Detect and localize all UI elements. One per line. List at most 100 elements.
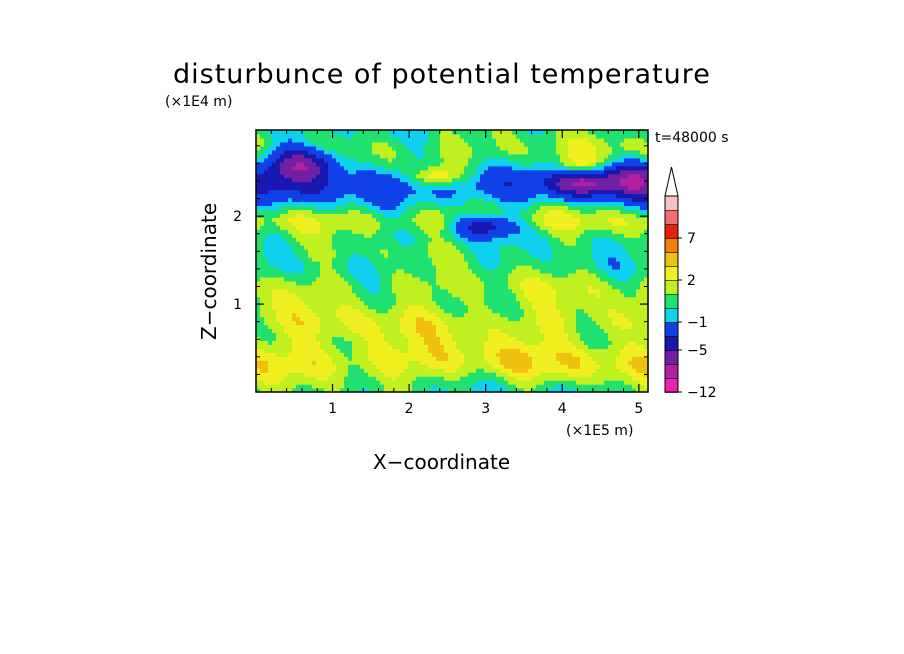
field-cell [500, 356, 505, 361]
field-cell [364, 229, 369, 234]
field-cell [640, 304, 645, 310]
field-cell [580, 233, 585, 238]
field-cell [376, 268, 381, 274]
field-cell [492, 241, 497, 246]
field-cell [256, 197, 261, 203]
field-cell [516, 316, 521, 322]
field-cell [568, 189, 573, 195]
field-cell [376, 292, 381, 298]
field-cell [488, 233, 493, 238]
field-cell [500, 304, 505, 310]
field-cell [608, 189, 613, 195]
field-cell [328, 264, 333, 270]
field-cell [348, 336, 353, 341]
field-cell [412, 324, 417, 330]
field-cell [568, 209, 573, 214]
field-cell [460, 229, 465, 234]
field-cell [444, 233, 449, 238]
field-cell [428, 284, 433, 290]
field-cell [424, 284, 429, 290]
field-cell [352, 264, 357, 270]
field-cell [292, 253, 297, 258]
field-cell [620, 308, 625, 314]
field-cell [552, 193, 557, 199]
field-cell [328, 288, 333, 294]
field-cell [424, 296, 429, 302]
field-cell [620, 344, 625, 349]
field-cell [448, 332, 453, 338]
field-cell [340, 356, 345, 361]
field-cell [360, 221, 365, 226]
field-cell [528, 205, 533, 210]
field-cell [532, 352, 537, 357]
field-cell [408, 272, 413, 278]
field-cell [428, 209, 433, 214]
field-cell [420, 360, 425, 365]
field-cell [288, 328, 293, 334]
field-cell [564, 368, 569, 373]
field-cell [624, 233, 629, 238]
field-cell [484, 324, 489, 330]
field-cell [444, 304, 449, 310]
field-cell [492, 213, 497, 218]
field-cell [580, 304, 585, 310]
field-cell [340, 229, 345, 234]
field-cell [420, 384, 425, 389]
field-cell [508, 356, 513, 361]
field-cell [640, 233, 645, 238]
field-cell [344, 292, 349, 298]
field-cell [416, 356, 421, 361]
field-cell [500, 300, 505, 306]
field-cell [424, 217, 429, 222]
field-cell [612, 253, 617, 258]
field-cell [460, 213, 465, 218]
field-cell [608, 288, 613, 294]
field-cell [424, 280, 429, 286]
field-cell [552, 296, 557, 302]
field-cell [312, 364, 317, 369]
field-cell [420, 253, 425, 258]
field-cell [336, 268, 341, 274]
field-cell [476, 197, 481, 203]
field-cell [488, 197, 493, 203]
field-cell [504, 368, 509, 373]
field-cell [580, 292, 585, 298]
field-cell [552, 312, 557, 318]
field-cell [320, 336, 325, 341]
field-cell [428, 268, 433, 274]
field-cell [376, 229, 381, 234]
field-cell [624, 288, 629, 294]
field-cell [616, 261, 621, 266]
field-cell [372, 344, 377, 349]
field-cell [336, 304, 341, 310]
field-cell [368, 316, 373, 322]
field-cell [264, 352, 269, 357]
field-cell [520, 217, 525, 222]
field-cell [608, 364, 613, 369]
field-cell [344, 340, 349, 345]
field-cell [460, 388, 465, 392]
field-cell [636, 268, 641, 274]
field-cell [580, 197, 585, 203]
field-cell [304, 364, 309, 369]
field-cell [272, 300, 277, 306]
field-cell [628, 197, 633, 203]
field-cell [588, 352, 593, 357]
field-cell [440, 209, 445, 214]
field-cell [588, 288, 593, 294]
field-cell [440, 348, 445, 353]
field-cell [316, 284, 321, 290]
field-cell [592, 241, 597, 246]
field-cell [340, 368, 345, 373]
field-cell [420, 245, 425, 250]
field-cell [644, 197, 648, 203]
field-cell [628, 344, 633, 349]
field-cell [284, 368, 289, 373]
field-cell [560, 205, 565, 210]
field-cell [480, 376, 485, 381]
field-cell [396, 201, 401, 207]
field-cell [264, 324, 269, 330]
field-cell [364, 308, 369, 314]
field-cell [416, 264, 421, 270]
field-cell [424, 253, 429, 258]
